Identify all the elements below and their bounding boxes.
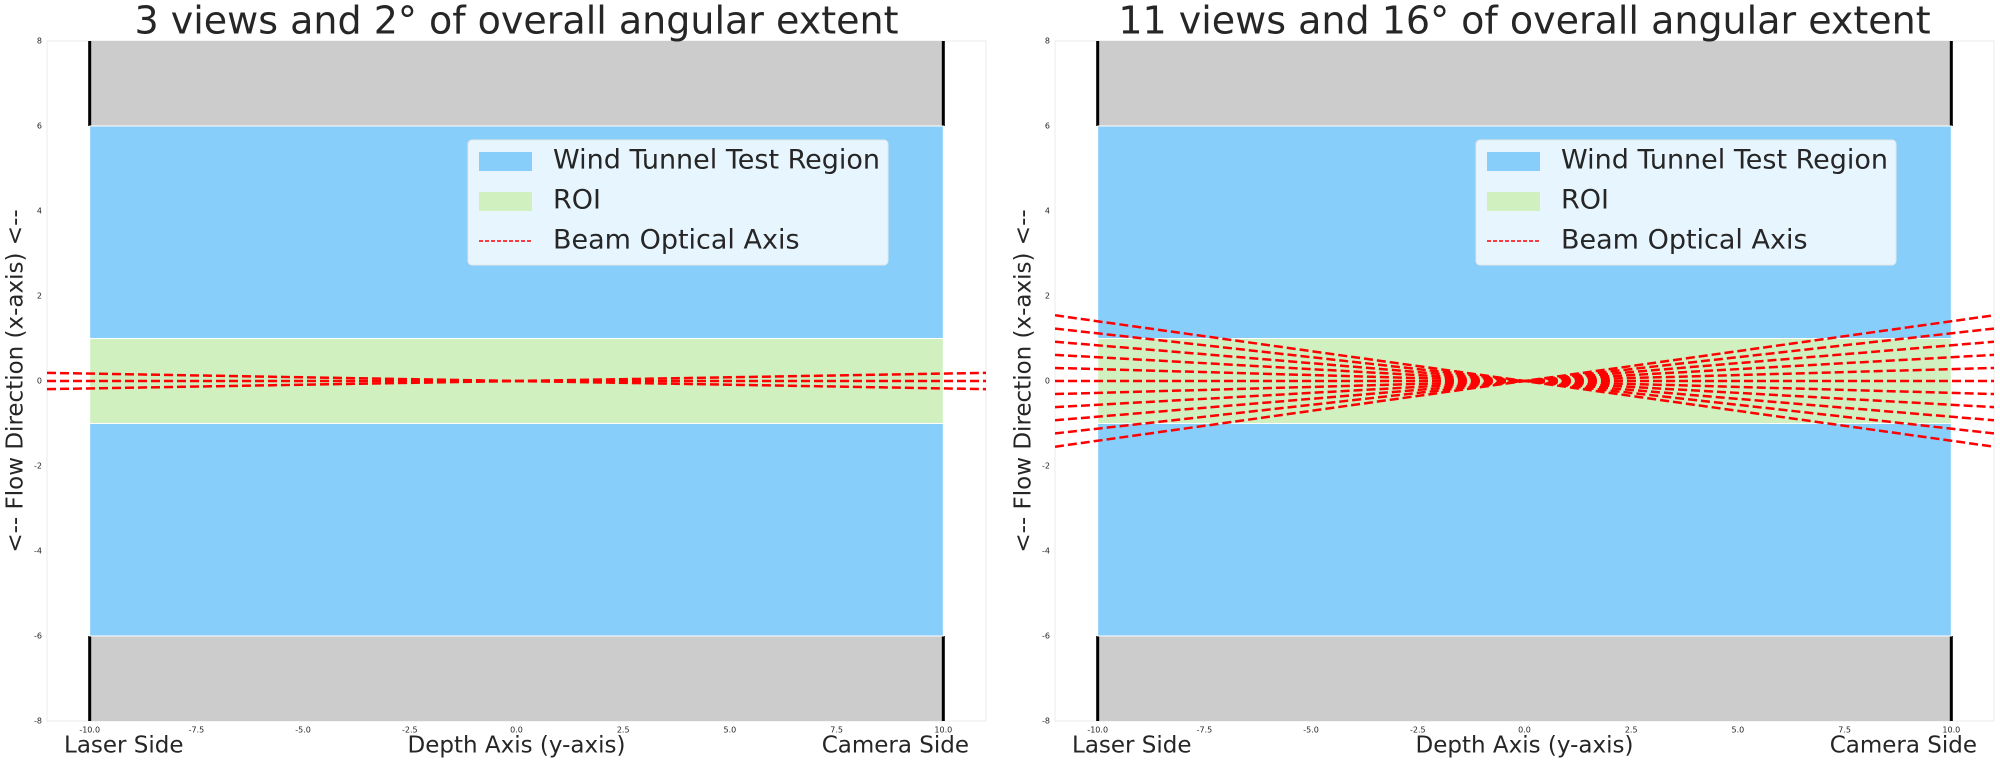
x-tick-label: -2.5 [1410,726,1426,735]
x-tick-label: -7.5 [189,726,205,735]
x-tick-label: 2.5 [617,726,630,735]
right-label: Camera Side [1830,733,1977,759]
chart-panel: -10.0 -7.5 -5.0 -2.5 0.0 2.5 5.0 7.5 10.0 -8 -6 -4 -… [3,0,987,759]
y-tick-label: -4 [34,547,42,556]
legend-swatch [1487,152,1540,171]
y-tick-label: 4 [1045,207,1050,216]
left-label: Laser Side [64,733,184,759]
chart-title: 11 views and 16° of overall angular exte… [1118,0,1930,43]
x-tick-label: 7.5 [830,726,843,735]
chart-panel: -10.0 -7.5 -5.0 -2.5 0.0 2.5 5.0 7.5 10.0 -8 -6 -4 -… [1011,0,1995,759]
x-axis-label: Depth Axis (y-axis) [1416,733,1634,759]
wall [1097,41,1952,126]
x-tick-label: 10.0 [934,726,952,735]
y-tick-label: 4 [37,207,42,216]
y-tick-label: -8 [34,717,42,726]
beam-axis [1055,314,1994,448]
y-tick-label: -4 [1042,547,1050,556]
y-tick-label: 2 [37,292,42,301]
y-tick-label: -6 [1042,632,1050,641]
y-tick-label: -6 [34,632,42,641]
y-tick-label: 8 [1045,37,1050,46]
beam-axis [47,371,986,391]
legend-swatch [479,192,532,211]
x-tick-label: -10.0 [1087,726,1108,735]
x-tick-label: -7.5 [1197,726,1213,735]
legend-swatch [1487,192,1540,211]
y-tick-label: -2 [34,462,42,471]
left-label: Laser Side [1072,733,1192,759]
wall [89,41,944,126]
y-tick-label: 2 [1045,292,1050,301]
x-tick-label: -10.0 [79,726,100,735]
y-tick-label: -8 [1042,717,1050,726]
x-tick-label: 5.0 [1732,726,1745,735]
legend-box [1475,139,1897,266]
x-tick-label: -2.5 [402,726,418,735]
legend-label: ROI [1561,185,1609,216]
x-tick-label: 10.0 [1942,726,1960,735]
y-tick-label: 0 [1045,377,1050,386]
legend-label: Beam Optical Axis [553,225,800,256]
right-label: Camera Side [822,733,969,759]
x-tick-label: 2.5 [1625,726,1638,735]
chart-title: 3 views and 2° of overall angular extent [135,0,899,43]
legend-label: Wind Tunnel Test Region [1561,145,1888,176]
x-tick-label: 5.0 [724,726,737,735]
x-axis-label: Depth Axis (y-axis) [408,733,626,759]
wall [89,636,944,721]
y-axis-label: <-- Flow Direction (x-axis) <-- [3,209,29,552]
x-tick-label: 7.5 [1838,726,1851,735]
wall [1097,636,1952,721]
y-tick-label: 6 [37,122,42,131]
y-tick-label: 0 [37,377,42,386]
x-tick-label: -5.0 [1303,726,1319,735]
beams [1055,314,1994,448]
x-tick-label: 0.0 [1518,726,1531,735]
y-tick-label: 6 [1045,122,1050,131]
beams [47,371,986,391]
legend-box [467,139,889,266]
legend-label: Beam Optical Axis [1561,225,1808,256]
legend-label: Wind Tunnel Test Region [553,145,880,176]
legend-swatch [479,152,532,171]
y-tick-label: 8 [37,37,42,46]
legend-label: ROI [553,185,601,216]
x-tick-label: 0.0 [510,726,523,735]
y-axis-label: <-- Flow Direction (x-axis) <-- [1011,209,1037,552]
x-tick-label: -5.0 [295,726,311,735]
y-tick-label: -2 [1042,462,1050,471]
